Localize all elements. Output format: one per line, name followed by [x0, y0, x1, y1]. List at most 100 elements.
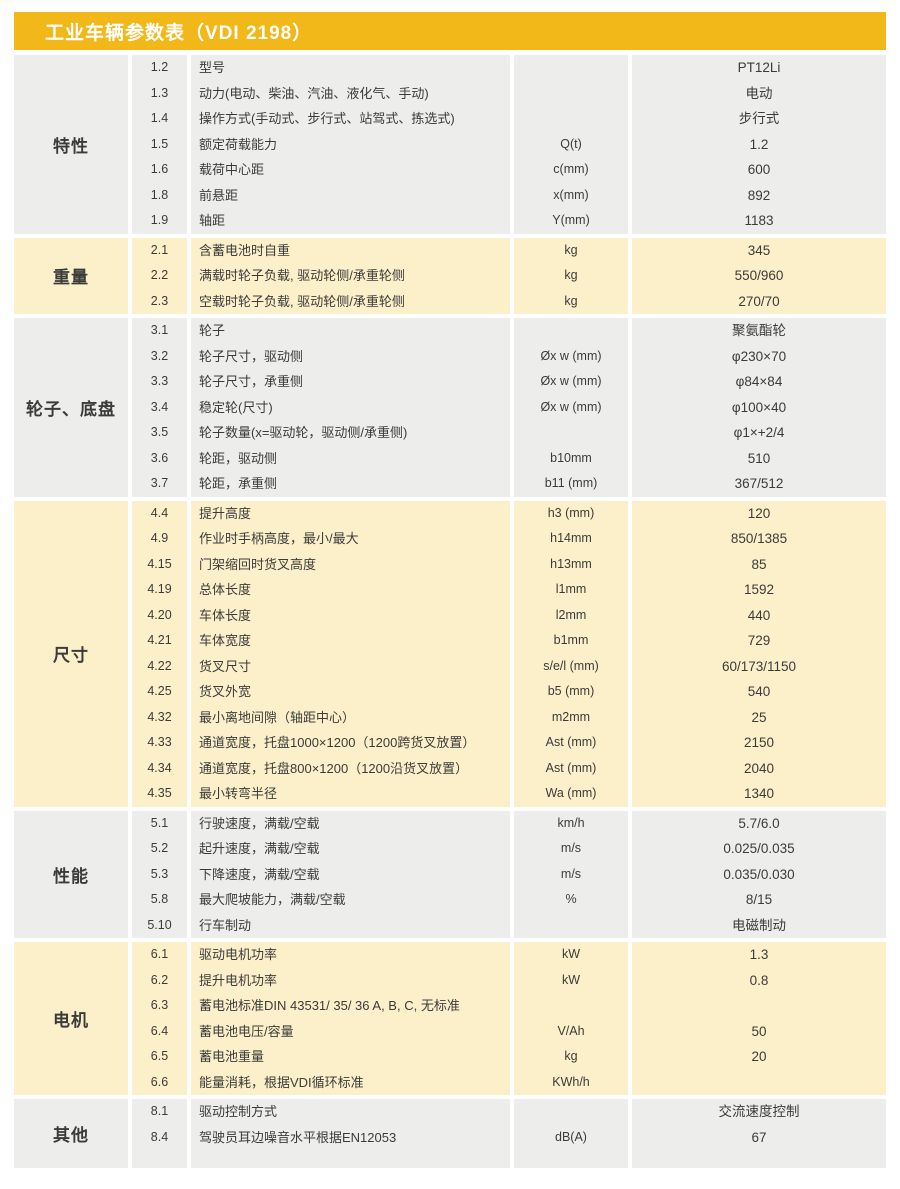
row-desc-cell: 车体长度: [191, 602, 510, 628]
row-number-cell: 6.2: [132, 967, 187, 993]
section-label: 重量: [14, 237, 128, 314]
row-number-cell: 6.5: [132, 1044, 187, 1070]
row-value-cell: 0.025/0.035: [632, 836, 886, 862]
row-value-cell: [632, 993, 886, 1019]
row-desc-cell: 蓄电池标准DIN 43531/ 35/ 36 A, B, C, 无标准: [191, 993, 510, 1019]
row-value-cell: 729: [632, 628, 886, 654]
row-unit-cell: kg: [514, 288, 628, 314]
row-unit-cell: Øx w (mm): [514, 394, 628, 420]
row-value-cell: 2040: [632, 755, 886, 781]
row-desc-cell: 货叉尺寸: [191, 653, 510, 679]
row-number-cell: 4.15: [132, 551, 187, 577]
row-value-cell: 50: [632, 1018, 886, 1044]
row-number-cell: 1.2: [132, 55, 187, 81]
row-desc-cell: 型号: [191, 55, 510, 81]
row-unit-cell: [514, 80, 628, 106]
page-title: 工业车辆参数表（VDI 2198）: [45, 22, 313, 44]
row-unit-cell: b10mm: [514, 445, 628, 471]
row-desc-cell: 含蓄电池时自重: [191, 237, 510, 263]
row-number-cell: 6.6: [132, 1069, 187, 1095]
row-number-cell: 4.22: [132, 653, 187, 679]
row-unit-cell: KWh/h: [514, 1069, 628, 1095]
row-unit-cell: Øx w (mm): [514, 343, 628, 369]
row-number-cell: 4.20: [132, 602, 187, 628]
spacer-cell: [632, 1150, 886, 1168]
row-value-cell: 540: [632, 679, 886, 705]
row-number-cell: 1.8: [132, 182, 187, 208]
row-unit-cell: kg: [514, 237, 628, 263]
row-desc-cell: 最大爬坡能力，满载/空载: [191, 887, 510, 913]
row-unit-cell: [514, 420, 628, 446]
row-value-cell: 67: [632, 1124, 886, 1150]
row-number-cell: 3.1: [132, 318, 187, 344]
row-unit-cell: kW: [514, 942, 628, 968]
section-label: 尺寸: [14, 500, 128, 807]
row-unit-cell: [514, 912, 628, 938]
row-number-cell: 2.2: [132, 263, 187, 289]
row-unit-cell: s/e/l (mm): [514, 653, 628, 679]
row-number-cell: 8.4: [132, 1124, 187, 1150]
row-unit-cell: b11 (mm): [514, 471, 628, 497]
row-unit-cell: h14mm: [514, 526, 628, 552]
row-desc-cell: 最小离地间隙（轴距中心）: [191, 704, 510, 730]
spacer-cell: [514, 1150, 628, 1168]
row-number-cell: 6.4: [132, 1018, 187, 1044]
spacer-cell: [191, 1150, 510, 1168]
row-value-cell: φ1×+2/4: [632, 420, 886, 446]
row-desc-cell: 额定荷载能力: [191, 131, 510, 157]
row-value-cell: 345: [632, 237, 886, 263]
row-desc-cell: 车体宽度: [191, 628, 510, 654]
row-desc-cell: 轮距，承重侧: [191, 471, 510, 497]
row-desc-cell: 门架缩回时货叉高度: [191, 551, 510, 577]
row-unit-cell: km/h: [514, 810, 628, 836]
row-unit-cell: [514, 106, 628, 132]
row-number-cell: 3.2: [132, 343, 187, 369]
row-desc-cell: 作业时手柄高度，最小/最大: [191, 526, 510, 552]
section-label: 轮子、底盘: [14, 318, 128, 497]
row-value-cell: 8/15: [632, 887, 886, 913]
row-unit-cell: dB(A): [514, 1124, 628, 1150]
row-value-cell: 510: [632, 445, 886, 471]
row-unit-cell: m/s: [514, 836, 628, 862]
row-value-cell: 电磁制动: [632, 912, 886, 938]
row-value-cell: 聚氨酯轮: [632, 318, 886, 344]
row-number-cell: 3.6: [132, 445, 187, 471]
row-value-cell: 1592: [632, 577, 886, 603]
row-unit-cell: Øx w (mm): [514, 369, 628, 395]
title-bar: 工业车辆参数表（VDI 2198）: [14, 12, 886, 50]
section-尺寸: 尺寸 4.4 提升高度 h3 (mm) 120 4.9 作业时手柄高度，最小/最大 h14mm…: [14, 500, 886, 807]
row-unit-cell: l1mm: [514, 577, 628, 603]
row-number-cell: 5.1: [132, 810, 187, 836]
row-value-cell: 0.035/0.030: [632, 861, 886, 887]
row-unit-cell: [514, 318, 628, 344]
row-desc-cell: 轮距，驱动侧: [191, 445, 510, 471]
row-value-cell: 25: [632, 704, 886, 730]
row-unit-cell: Q(t): [514, 131, 628, 157]
row-desc-cell: 行车制动: [191, 912, 510, 938]
row-desc-cell: 起升速度，满载/空载: [191, 836, 510, 862]
row-desc-cell: 轮子尺寸，驱动侧: [191, 343, 510, 369]
row-desc-cell: 通道宽度，托盘800×1200（1200沿货叉放置）: [191, 755, 510, 781]
row-value-cell: 600: [632, 157, 886, 183]
row-number-cell: 4.33: [132, 730, 187, 756]
row-number-cell: 6.3: [132, 993, 187, 1019]
row-value-cell: 5.7/6.0: [632, 810, 886, 836]
row-unit-cell: h3 (mm): [514, 500, 628, 526]
row-unit-cell: [514, 1099, 628, 1125]
row-value-cell: [632, 1069, 886, 1095]
section-其他: 其他 8.1 驱动控制方式 交流速度控制 8.4 驾驶员耳边噪音水平根据EN12053 dB…: [14, 1099, 886, 1168]
row-value-cell: 步行式: [632, 106, 886, 132]
section-label: 其他: [14, 1099, 128, 1168]
row-value-cell: 1183: [632, 208, 886, 234]
row-number-cell: 4.19: [132, 577, 187, 603]
row-desc-cell: 前悬距: [191, 182, 510, 208]
row-desc-cell: 总体长度: [191, 577, 510, 603]
row-desc-cell: 动力(电动、柴油、汽油、液化气、手动): [191, 80, 510, 106]
row-number-cell: 4.21: [132, 628, 187, 654]
section-特性: 特性 1.2 型号 PT12Li 1.3 动力(电动、柴油、汽油、液化气、手动) 电动 1.4…: [14, 55, 886, 234]
row-value-cell: 85: [632, 551, 886, 577]
row-value-cell: 367/512: [632, 471, 886, 497]
row-unit-cell: Ast (mm): [514, 755, 628, 781]
row-number-cell: 1.5: [132, 131, 187, 157]
